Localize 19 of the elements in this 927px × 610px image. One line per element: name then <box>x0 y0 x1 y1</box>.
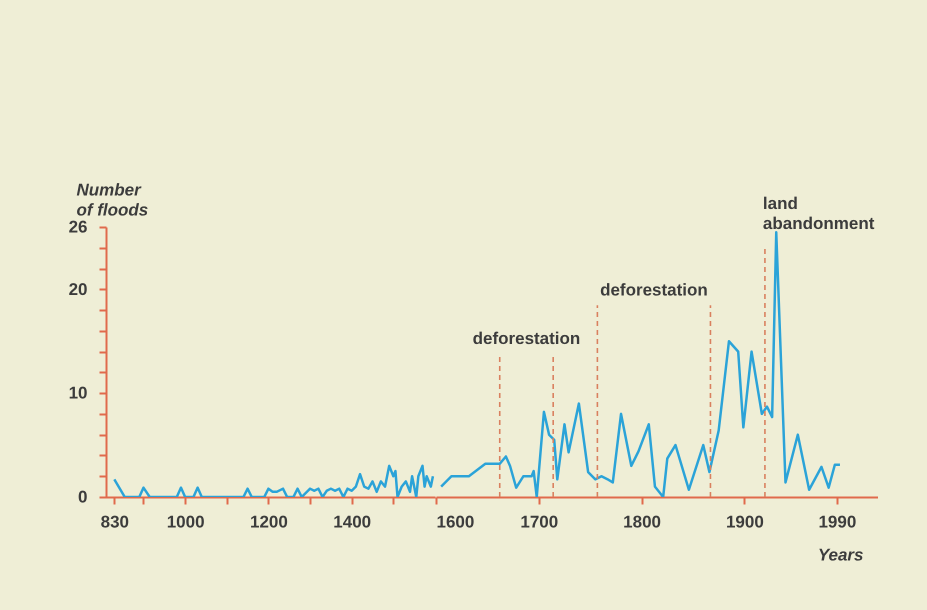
y-tick-label: 20 <box>68 280 88 299</box>
y-tick-label: 26 <box>68 218 88 236</box>
ref-line-label: land abandonment <box>762 194 875 233</box>
ref-line-label: deforestation <box>600 280 708 300</box>
x-tick-label: 1200 <box>250 512 288 532</box>
y-axis-title: Number of floods <box>76 180 148 220</box>
x-tick-label: 1000 <box>166 512 205 532</box>
x-tick-label: 1400 <box>333 512 372 532</box>
ref-line-label: deforestation <box>472 328 580 348</box>
x-tick-label: 1900 <box>726 512 764 532</box>
y-tick-label: 10 <box>68 384 88 403</box>
x-tick-label: 1700 <box>520 512 558 532</box>
x-tick-label: 830 <box>100 512 130 532</box>
x-axis-title: Years <box>818 546 864 564</box>
x-tick-label: 1600 <box>436 512 474 532</box>
y-tick-label: 0 <box>78 488 88 506</box>
x-tick-label: 1990 <box>818 512 856 532</box>
line-series <box>113 464 434 497</box>
x-tick-label: 1800 <box>623 512 661 532</box>
